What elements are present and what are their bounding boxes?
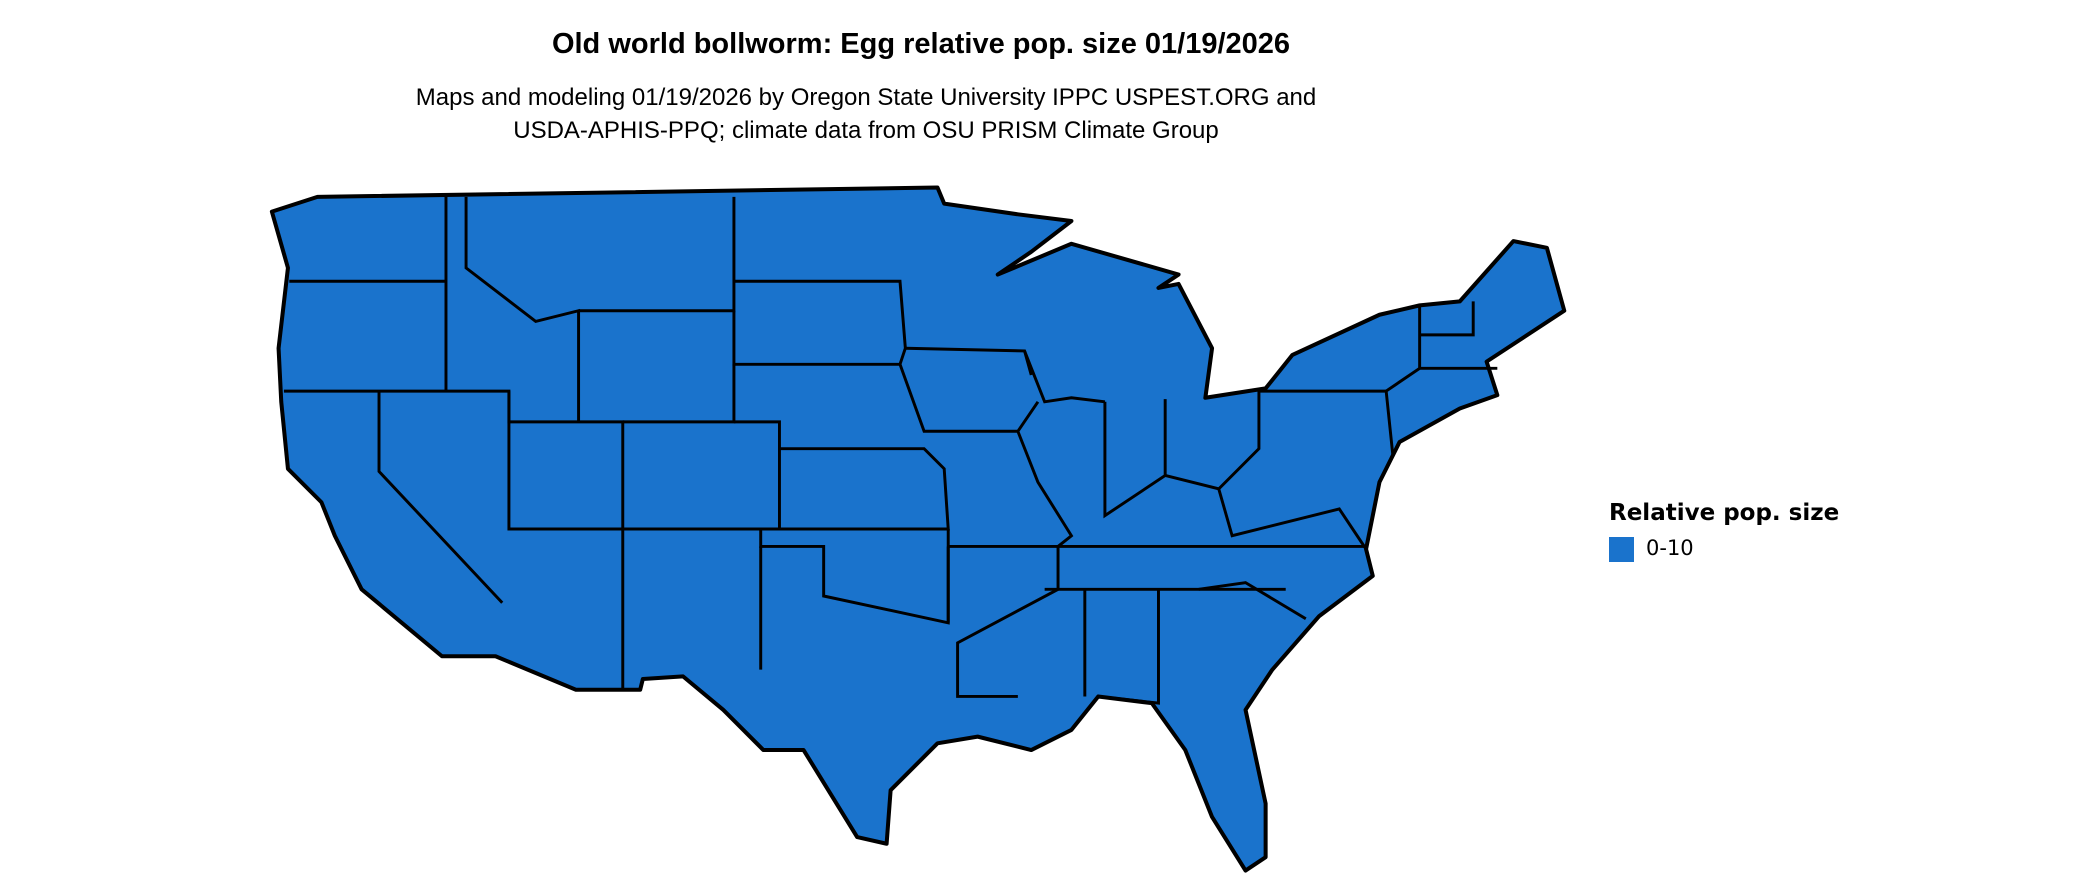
map-subtitle-line-2: USDA-APHIS-PPQ; climate data from OSU PR… [513, 117, 1219, 144]
legend-title: Relative pop. size [1609, 500, 1840, 526]
state-borders [283, 196, 1498, 705]
map-subtitle-line-1: Maps and modeling 01/19/2026 by Oregon S… [415, 84, 1317, 111]
map-title: Old world bollworm: Egg relative pop. si… [551, 28, 1291, 60]
legend-label: 0-10 [1646, 536, 1694, 560]
legend-swatch [1609, 537, 1634, 562]
